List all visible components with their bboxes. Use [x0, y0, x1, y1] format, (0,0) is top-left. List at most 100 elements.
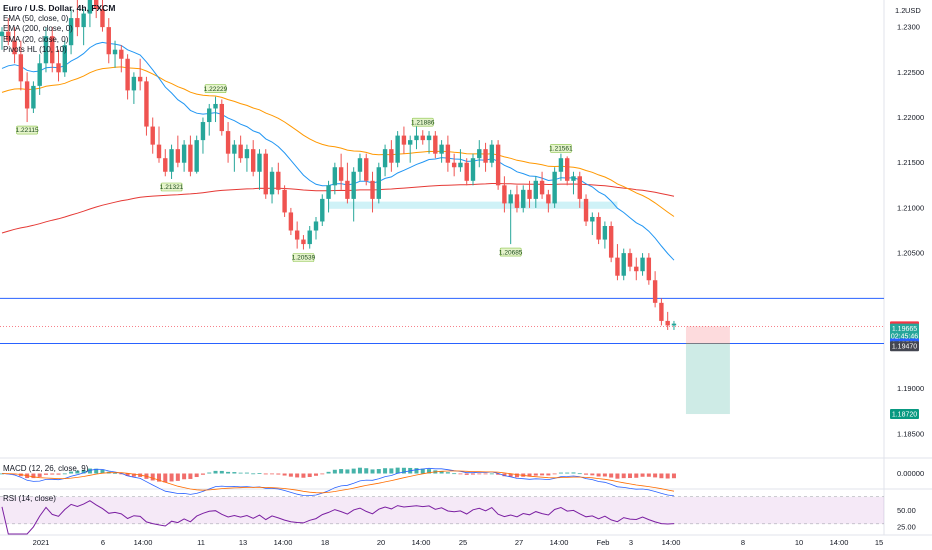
macd-histogram-bar	[326, 471, 331, 474]
macd-histogram-bar	[659, 473, 664, 479]
pivot-label-box	[292, 253, 315, 262]
candle-body	[194, 140, 199, 172]
pivot-label-box	[204, 84, 227, 94]
candle-body	[119, 49, 124, 59]
candle-body	[213, 103, 218, 109]
pivot-label: 1.21561	[549, 146, 573, 153]
candle-body	[451, 162, 457, 168]
macd-histogram-bar	[150, 473, 155, 481]
macd-histogram-bar	[219, 470, 224, 474]
macd-legend[interactable]: MACD (12, 26, close, 9)	[3, 464, 89, 473]
x-tick-label: 14:00	[550, 538, 569, 547]
macd-histogram-bar	[320, 473, 325, 475]
candle-body	[137, 76, 143, 82]
x-tick-label: 2021	[33, 538, 50, 547]
macd-histogram-bar	[307, 473, 312, 477]
candle-body	[56, 63, 61, 73]
candle-body	[163, 158, 168, 172]
macd-histogram-bar	[471, 473, 475, 475]
candle-body	[37, 63, 42, 86]
candle-body	[288, 212, 294, 231]
ema20-line	[1, 41, 675, 261]
macd-histogram-bar	[427, 469, 432, 474]
x-tick-label: 10	[795, 538, 803, 547]
macd-histogram-bar	[276, 473, 281, 475]
candle-body	[370, 180, 375, 199]
candle-body	[219, 103, 224, 132]
candle-body	[282, 189, 287, 213]
macd-histogram-bar	[157, 473, 161, 482]
macd-histogram-bar	[332, 469, 337, 474]
candle-body	[175, 149, 181, 163]
candle-body	[87, 0, 93, 14]
macd-histogram-bar	[533, 473, 538, 476]
macd-histogram-bar	[452, 473, 457, 475]
price-badge-label: 1.18720	[892, 412, 917, 419]
position-stop-zone	[685, 326, 730, 344]
candle-body	[445, 144, 451, 163]
macd-histogram-bar	[75, 470, 80, 474]
candle-body	[483, 149, 488, 163]
price-badge	[890, 330, 919, 341]
candle-body	[24, 81, 30, 109]
candle-body	[50, 36, 55, 64]
y-tick-label-top: 1.2	[895, 6, 905, 15]
candle-body	[596, 216, 601, 240]
macd-histogram-bar	[244, 472, 249, 474]
x-tick-label: 3	[629, 538, 633, 547]
macd-line	[1, 467, 675, 497]
candle-body	[558, 158, 564, 172]
candle-body	[207, 108, 212, 123]
macd-histogram-bar	[370, 469, 375, 474]
macd-histogram-bar	[445, 472, 450, 474]
macd-histogram-bar	[69, 471, 74, 474]
macd-histogram-bar	[119, 473, 124, 475]
price-badge-label: 02:45:46	[891, 333, 918, 340]
candle-body	[200, 122, 206, 141]
candle-body	[294, 230, 300, 240]
candle-body	[125, 58, 130, 91]
macd-histogram-bar	[609, 473, 614, 478]
candle-body	[188, 144, 193, 172]
candle-body	[12, 40, 17, 55]
macd-histogram-bar	[131, 473, 136, 477]
candle-body	[326, 185, 331, 199]
candle-body	[420, 135, 425, 141]
candle-body	[408, 140, 413, 145]
candle-body	[533, 180, 538, 199]
macd-histogram-bar	[113, 472, 118, 474]
x-tick-label: 8	[741, 538, 745, 547]
demand-zone	[328, 201, 618, 209]
macd-histogram-bar	[238, 472, 243, 474]
macd-histogram-bar	[270, 473, 275, 475]
macd-histogram-bar	[345, 469, 350, 474]
candle-body	[238, 144, 243, 159]
candle-body	[508, 194, 513, 204]
macd-histogram-bar	[634, 473, 639, 478]
candle-body	[251, 149, 256, 172]
candle-body	[382, 149, 388, 168]
candle-body	[313, 221, 319, 231]
macd-histogram-bar	[37, 473, 42, 477]
macd-histogram-bar	[628, 473, 632, 479]
macd-histogram-bar	[489, 473, 494, 475]
macd-histogram-bar	[401, 467, 406, 474]
x-tick-label: 15	[875, 538, 883, 547]
position-target-zone	[685, 343, 730, 415]
macd-histogram-bar	[414, 468, 419, 474]
candle-body	[489, 144, 495, 163]
candle-body	[75, 18, 80, 28]
macd-histogram-bar	[502, 473, 507, 477]
macd-histogram-bar	[671, 473, 676, 479]
candle-body	[470, 158, 476, 181]
rsi-band	[0, 496, 884, 524]
rsi-legend[interactable]: RSI (14, close)	[3, 494, 56, 503]
macd-histogram-bar	[646, 473, 651, 477]
currency-label: USD	[905, 6, 921, 15]
rsi-tick-label: 50.00	[897, 506, 916, 515]
candle-body	[426, 135, 432, 141]
candle-body	[458, 162, 463, 168]
candle-body	[546, 194, 551, 204]
macd-histogram-bar	[232, 472, 237, 474]
